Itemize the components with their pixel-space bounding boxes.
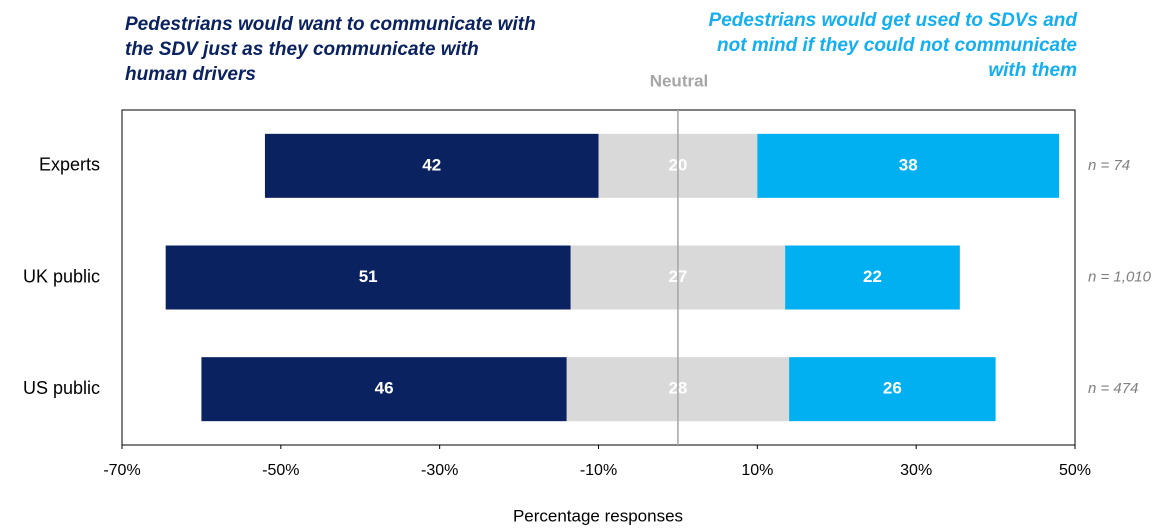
x-tick-label: 50% bbox=[1059, 462, 1091, 479]
y-tick-label: US public bbox=[23, 378, 100, 398]
x-tick-label: -50% bbox=[262, 462, 299, 479]
bar-segment bbox=[264, 133, 599, 198]
y-tick-label: UK public bbox=[23, 266, 100, 286]
bar-segment bbox=[789, 357, 996, 422]
data-label: 22 bbox=[863, 267, 882, 286]
data-label: 26 bbox=[883, 379, 902, 398]
data-label: 38 bbox=[899, 155, 918, 174]
x-axis-label: Percentage responses bbox=[513, 506, 683, 525]
x-tick-label: -70% bbox=[103, 462, 140, 479]
x-tick-label: 10% bbox=[741, 462, 773, 479]
bar-segment bbox=[165, 245, 571, 310]
left-header: Pedestrians would want to communicate wi… bbox=[125, 14, 536, 85]
data-label: 51 bbox=[359, 267, 378, 286]
y-tick-label: Experts bbox=[39, 155, 100, 175]
bar-segment bbox=[201, 357, 567, 422]
bar-segment bbox=[757, 133, 1060, 198]
n-label: n = 74 bbox=[1088, 157, 1130, 174]
n-label: n = 1,010 bbox=[1088, 268, 1152, 285]
neutral-header: Neutral bbox=[650, 71, 709, 90]
n-label: n = 474 bbox=[1088, 380, 1138, 397]
x-tick-label: -10% bbox=[580, 462, 617, 479]
x-tick-label: 30% bbox=[900, 462, 932, 479]
data-label: 46 bbox=[375, 379, 394, 398]
x-tick-label: -30% bbox=[421, 462, 458, 479]
right-header: Pedestrians would get used to SDVs and n… bbox=[708, 10, 1077, 81]
data-label: 42 bbox=[422, 155, 441, 174]
bar-segment bbox=[785, 245, 960, 310]
